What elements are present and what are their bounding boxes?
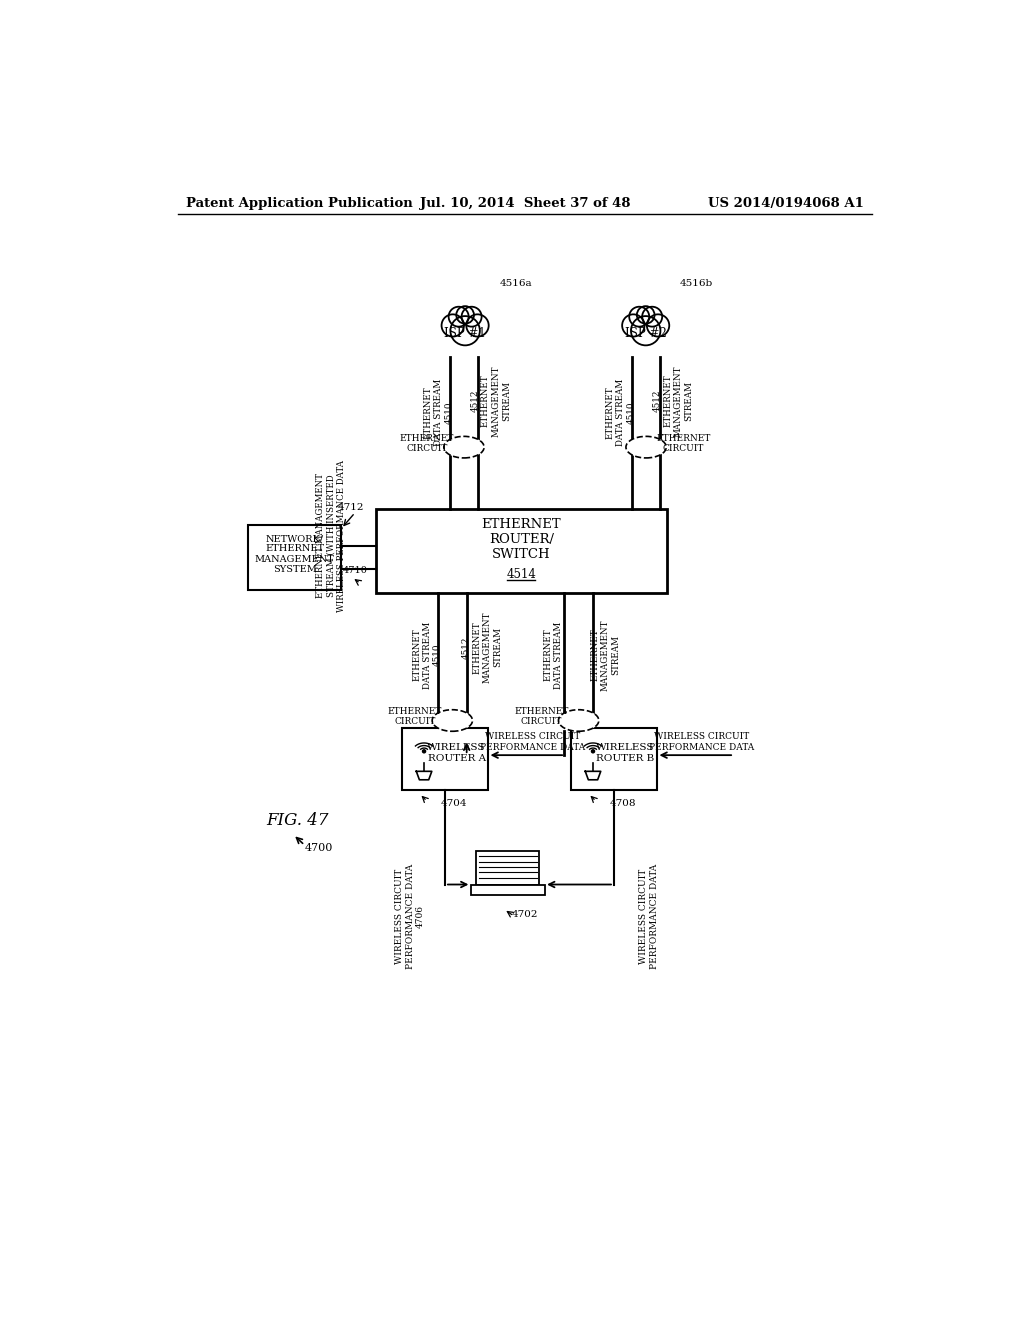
Text: 4514: 4514 xyxy=(507,568,537,581)
Text: Patent Application Publication: Patent Application Publication xyxy=(186,197,413,210)
Text: FIG. 47: FIG. 47 xyxy=(266,812,329,829)
Bar xyxy=(402,729,487,789)
Text: 4710: 4710 xyxy=(343,566,368,574)
Text: ETHERNET
DATA STREAM: ETHERNET DATA STREAM xyxy=(544,622,563,689)
Text: 4708: 4708 xyxy=(610,799,637,808)
Text: Jul. 10, 2014  Sheet 37 of 48: Jul. 10, 2014 Sheet 37 of 48 xyxy=(420,197,630,210)
Text: ETHERNET
CIRCUIT: ETHERNET CIRCUIT xyxy=(656,433,711,453)
Text: WIRELESS CIRCUIT
PERFORMANCE DATA: WIRELESS CIRCUIT PERFORMANCE DATA xyxy=(639,865,658,969)
Circle shape xyxy=(637,306,654,323)
Circle shape xyxy=(441,314,464,337)
Text: WIRELESS CIRCUIT
PERFORMANCE DATA: WIRELESS CIRCUIT PERFORMANCE DATA xyxy=(649,733,754,752)
Text: 4516a: 4516a xyxy=(500,279,531,288)
Ellipse shape xyxy=(558,710,599,731)
Circle shape xyxy=(631,315,660,346)
Text: 4702: 4702 xyxy=(512,909,539,919)
Ellipse shape xyxy=(443,437,484,458)
Circle shape xyxy=(466,314,488,337)
Text: ETHERNET MANAGEMENT
STREAM (WITH INSERTED
WIRELESS PERFORMANCE DATA: ETHERNET MANAGEMENT STREAM (WITH INSERTE… xyxy=(316,459,346,611)
Text: ETHERNET
DATA STREAM
4510: ETHERNET DATA STREAM 4510 xyxy=(413,622,442,689)
Polygon shape xyxy=(586,771,601,780)
Bar xyxy=(248,525,341,590)
Circle shape xyxy=(462,306,481,326)
Text: 4704: 4704 xyxy=(441,799,468,808)
Polygon shape xyxy=(417,771,432,780)
Text: 4512
ETHERNET
MANAGEMENT
STREAM: 4512 ETHERNET MANAGEMENT STREAM xyxy=(652,366,693,437)
Text: ETHERNET
ROUTER/
SWITCH: ETHERNET ROUTER/ SWITCH xyxy=(481,517,561,561)
Circle shape xyxy=(451,315,480,346)
Text: 4516b: 4516b xyxy=(680,279,713,288)
Text: ETHERNET
DATA STREAM
4510: ETHERNET DATA STREAM 4510 xyxy=(606,379,636,446)
Text: ISP #2: ISP #2 xyxy=(625,327,667,341)
Circle shape xyxy=(449,306,469,326)
Text: ETHERNET
MANAGEMENT
STREAM: ETHERNET MANAGEMENT STREAM xyxy=(591,619,621,690)
Circle shape xyxy=(647,314,670,337)
Text: 4712: 4712 xyxy=(337,503,364,512)
Bar xyxy=(571,729,656,789)
Text: ETHERNET
DATA STREAM
4510: ETHERNET DATA STREAM 4510 xyxy=(424,379,454,446)
Circle shape xyxy=(642,306,663,326)
Text: 4512
ETHERNET
MANAGEMENT
STREAM: 4512 ETHERNET MANAGEMENT STREAM xyxy=(462,611,503,684)
Circle shape xyxy=(629,306,649,326)
Text: WIRELESS CIRCUIT
PERFORMANCE DATA
4706: WIRELESS CIRCUIT PERFORMANCE DATA 4706 xyxy=(395,865,425,969)
Text: ISP #1: ISP #1 xyxy=(444,327,486,341)
Text: WIRELESS
ROUTER B: WIRELESS ROUTER B xyxy=(596,743,654,763)
Bar xyxy=(471,884,545,895)
Text: ETHERNET
CIRCUIT: ETHERNET CIRCUIT xyxy=(388,708,442,726)
Text: ETHERNET
CIRCUIT: ETHERNET CIRCUIT xyxy=(514,708,568,726)
Circle shape xyxy=(623,314,644,337)
Bar xyxy=(376,508,667,594)
Text: ETHERNET
CIRCUIT: ETHERNET CIRCUIT xyxy=(399,433,454,453)
Text: US 2014/0194068 A1: US 2014/0194068 A1 xyxy=(709,197,864,210)
Text: WIRELESS CIRCUIT
PERFORMANCE DATA: WIRELESS CIRCUIT PERFORMANCE DATA xyxy=(480,733,585,752)
Circle shape xyxy=(423,750,426,752)
Bar xyxy=(476,851,539,884)
Text: NETWORK/
ETHERNET
MANAGEMENT
SYSTEM: NETWORK/ ETHERNET MANAGEMENT SYSTEM xyxy=(255,535,335,574)
Text: 4512
ETHERNET
MANAGEMENT
STREAM: 4512 ETHERNET MANAGEMENT STREAM xyxy=(471,366,511,437)
Text: WIRELESS
ROUTER A: WIRELESS ROUTER A xyxy=(427,743,485,763)
Ellipse shape xyxy=(432,710,472,731)
Circle shape xyxy=(592,750,595,752)
Text: 4700: 4700 xyxy=(305,842,333,853)
Ellipse shape xyxy=(626,437,667,458)
Circle shape xyxy=(457,306,474,323)
